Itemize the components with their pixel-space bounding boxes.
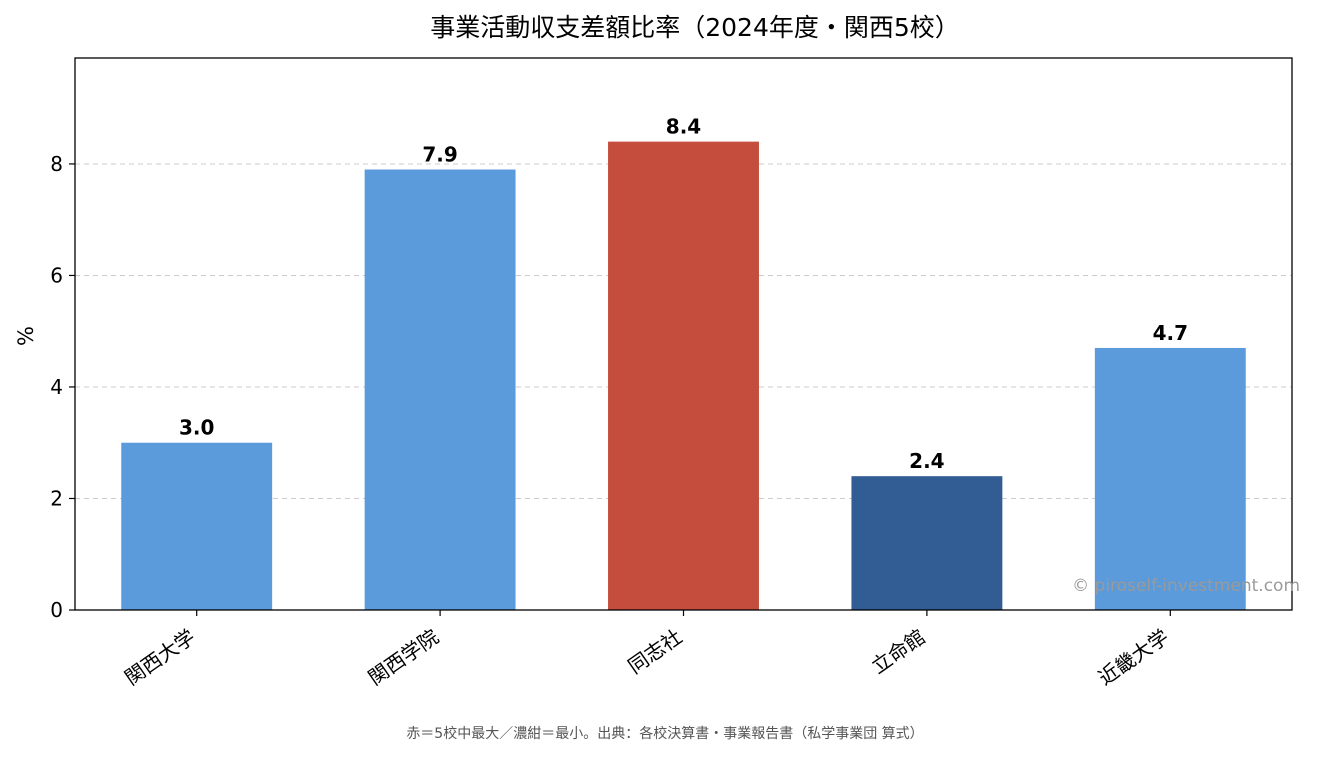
y-axis-label: % (14, 326, 38, 346)
bar-value-label: 7.9 (422, 143, 457, 167)
bar (851, 476, 1003, 610)
x-category-label: 関西大学 (120, 624, 199, 690)
bar (608, 141, 759, 611)
y-tick-label: 2 (50, 486, 63, 510)
watermark: © piroself-investment.com (1072, 576, 1300, 596)
bar-value-label: 3.0 (179, 416, 214, 440)
x-category-label: 関西学院 (364, 624, 443, 690)
y-tick-label: 0 (50, 598, 63, 622)
footnote: 赤＝5校中最大／濃紺＝最小。出典：各校決算書・事業報告書（私学事業団 算式） (406, 725, 923, 742)
bar-value-label: 8.4 (666, 115, 701, 139)
bar-value-label: 4.7 (1153, 321, 1188, 345)
y-tick-label: 8 (50, 152, 63, 176)
x-category-label: 立命館 (867, 624, 930, 678)
bar (1094, 347, 1246, 610)
bar-value-label: 2.4 (909, 449, 944, 473)
y-tick-label: 6 (50, 263, 63, 287)
x-category-label: 同志社 (623, 624, 686, 678)
grid-lines (75, 163, 1292, 499)
bar (121, 442, 273, 610)
x-axis-ticks: 関西大学 関西学院 同志社 立命館 近畿大学 (120, 610, 1173, 690)
y-tick-label: 4 (50, 375, 63, 399)
bars: 3.0 7.9 8.4 2.4 4.7 (121, 115, 1246, 611)
x-category-label: 近畿大学 (1094, 624, 1173, 690)
y-axis-ticks: 0 2 4 6 8 (50, 152, 75, 622)
bar (364, 169, 516, 611)
chart-title: 事業活動収支差額比率（2024年度・関西5校） (430, 13, 960, 42)
